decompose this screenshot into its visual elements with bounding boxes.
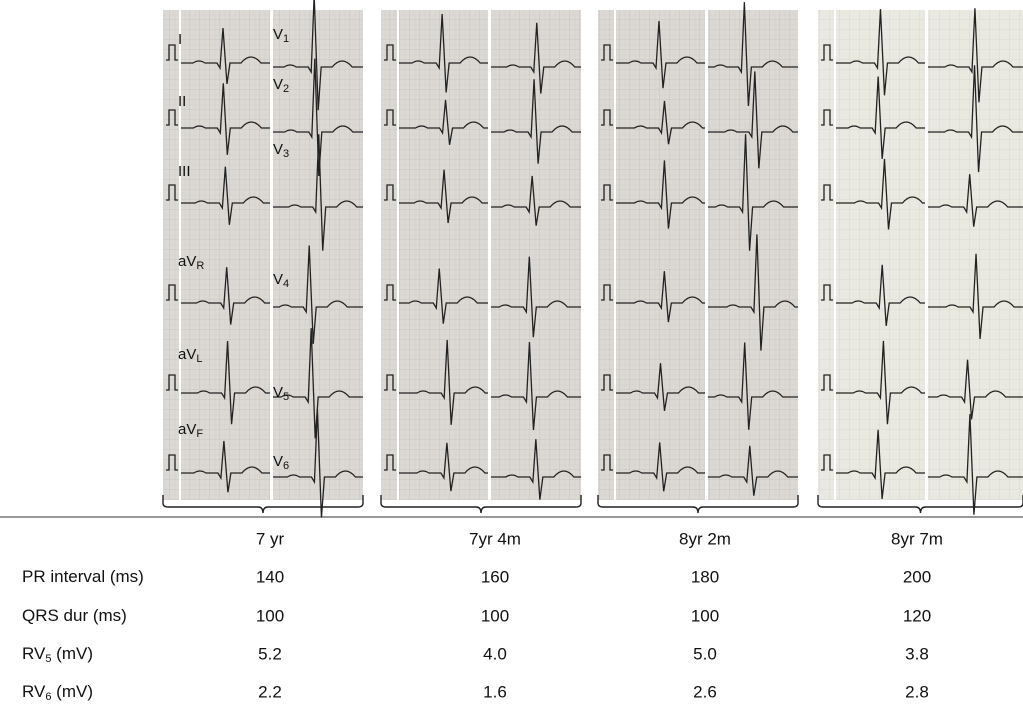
table-cell: 200 bbox=[903, 567, 931, 586]
row-label: QRS dur (ms) bbox=[22, 606, 127, 625]
lead-label-main: III bbox=[178, 163, 191, 180]
row-label-main: PR interval (ms) bbox=[22, 567, 144, 586]
column-header: 7 yr bbox=[256, 529, 285, 548]
lead-label: III bbox=[178, 163, 191, 180]
strip-separator bbox=[705, 10, 708, 500]
strip-separator bbox=[397, 10, 399, 500]
table-cell: 2.8 bbox=[905, 682, 929, 701]
strip-separator bbox=[925, 10, 928, 500]
lead-label-main: aV bbox=[178, 253, 196, 270]
table-cell: 2.6 bbox=[693, 682, 717, 701]
strip-separator bbox=[488, 10, 491, 500]
row-label-tail: (mV) bbox=[51, 644, 93, 663]
lead-label-sub: R bbox=[196, 260, 204, 272]
table-cell: 100 bbox=[691, 606, 719, 625]
lead-label-main: V bbox=[273, 76, 283, 93]
lead-label: II bbox=[178, 93, 186, 110]
strip-separator bbox=[834, 10, 836, 500]
lead-label-main: aV bbox=[178, 421, 196, 438]
table-cell: 1.6 bbox=[483, 682, 507, 701]
row-label-main: RV bbox=[22, 644, 46, 663]
lead-label-main: V bbox=[273, 26, 283, 43]
ecg-grid bbox=[381, 10, 581, 500]
lead-label-main: V bbox=[273, 141, 283, 158]
row-label: RV5 (mV) bbox=[22, 644, 93, 664]
lead-label-main: II bbox=[178, 93, 186, 110]
ecg-panel bbox=[818, 8, 1023, 514]
table-cell: 180 bbox=[691, 567, 719, 586]
table-cell: 4.0 bbox=[483, 644, 507, 663]
row-label-main: RV bbox=[22, 682, 46, 701]
lead-label: I bbox=[178, 31, 182, 48]
lead-label-sub: 4 bbox=[283, 278, 289, 290]
table-cell: 100 bbox=[481, 606, 509, 625]
table-cell: 5.2 bbox=[258, 644, 282, 663]
column-header: 8yr 7m bbox=[891, 529, 943, 548]
lead-label-sub: 5 bbox=[283, 391, 289, 403]
table-cell: 3.8 bbox=[905, 644, 929, 663]
lead-label-sub: L bbox=[196, 353, 202, 365]
row-label: PR interval (ms) bbox=[22, 567, 144, 586]
row-label-tail: (mV) bbox=[51, 682, 93, 701]
ecg-grid bbox=[598, 10, 798, 500]
column-header: 8yr 2m bbox=[679, 529, 731, 548]
table-cell: 5.0 bbox=[693, 644, 717, 663]
lead-label-main: I bbox=[178, 31, 182, 48]
lead-label-sub: 6 bbox=[283, 460, 289, 472]
figure: IIIIIIaVRaVLaVFV1V2V3V4V5V67 yr7yr 4m8yr… bbox=[0, 0, 1023, 707]
strip-separator bbox=[614, 10, 616, 500]
ecg-panel bbox=[381, 10, 581, 513]
ecg-grid bbox=[818, 10, 1023, 500]
lead-label-main: V bbox=[273, 271, 283, 288]
lead-label-sub: 2 bbox=[283, 83, 289, 95]
ecg-panel bbox=[598, 2, 798, 513]
lead-label-main: V bbox=[273, 384, 283, 401]
lead-label-sub: 1 bbox=[283, 33, 289, 45]
table-cell: 100 bbox=[256, 606, 284, 625]
row-label-main: QRS dur (ms) bbox=[22, 606, 127, 625]
lead-label-main: aV bbox=[178, 346, 196, 363]
table-cell: 120 bbox=[903, 606, 931, 625]
lead-label-sub: F bbox=[196, 428, 203, 440]
table-cell: 140 bbox=[256, 567, 284, 586]
lead-label-main: V bbox=[273, 453, 283, 470]
table-cell: 160 bbox=[481, 567, 509, 586]
table-cell: 2.2 bbox=[258, 682, 282, 701]
column-header: 7yr 4m bbox=[469, 529, 521, 548]
lead-label-sub: 3 bbox=[283, 148, 289, 160]
row-label: RV6 (mV) bbox=[22, 682, 93, 702]
